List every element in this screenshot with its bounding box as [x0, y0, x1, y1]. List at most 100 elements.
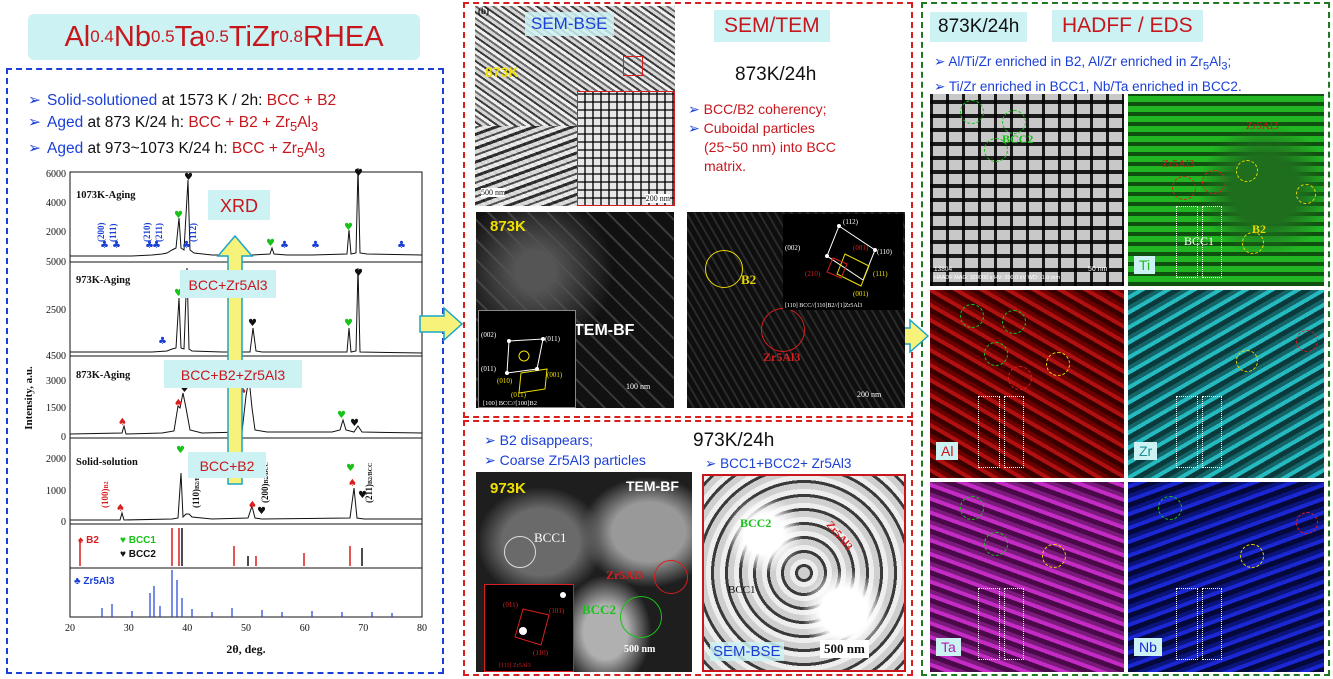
saed-873-right-pattern: (112) (002) (110) (001) (210) (111) (001…	[785, 218, 893, 309]
tem-873k-label: 873K	[490, 218, 526, 235]
sem-tem-bullets: ➢ BCC/B2 coherency; ➢ Cuboidal particles…	[688, 100, 908, 176]
saed3-101: (101)	[549, 607, 565, 615]
zr-973-circle	[654, 560, 688, 594]
tem-scale-100: 100 nm	[626, 382, 651, 391]
bullet-solid-solution: ➢ Solid-solutioned at 1573 K / 2h: BCC + …	[28, 92, 337, 109]
xtick-30: 30	[124, 623, 134, 634]
marker-bcc2-1073: ♥	[184, 172, 193, 183]
tem-bf-973-label: TEM-BF	[626, 478, 679, 494]
ti-b2-label: B2	[1252, 222, 1267, 236]
sem-bullet-1: ➢ BCC/B2 coherency;	[688, 101, 827, 117]
marker-zr-1: ♣	[100, 240, 109, 251]
saed2-caption: [110] BCC//[110]B2//[1]Zr5Al3	[785, 303, 862, 309]
bullet-aged-973: ➢ Aged at 973~1073 K/24 h: BCC + Zr5Al3	[28, 140, 326, 161]
pattern-solid-solution	[70, 472, 422, 521]
pattern-873k	[69, 377, 423, 435]
b2-circle	[705, 250, 743, 288]
sem-tem-panel-873	[463, 2, 913, 418]
xrd-panel	[6, 68, 444, 674]
hadff-bullets: ➢ Al/Ti/Zr enriched in B2, Al/Zr enriche…	[934, 52, 1242, 97]
al-circle-5	[1008, 366, 1032, 390]
al-circle-1	[960, 304, 984, 328]
nb-box-1	[1176, 588, 1198, 660]
ti-circle-4	[1296, 184, 1316, 204]
zr-circle-1	[1236, 350, 1258, 372]
tem-zr-973-label: Zr5Al3	[606, 568, 644, 582]
ytick-0b: 0	[61, 517, 66, 528]
saed-873-inset: (002) (011) (011) (010) (001) (011) [100…	[478, 310, 576, 408]
nb-circle-3	[1296, 512, 1318, 534]
saed2-002: (002)	[785, 244, 801, 252]
nb-box-2	[1202, 588, 1222, 660]
hadff-bullet-2: ➢ Ti/Zr enriched in BCC1, Nb/Ta enriched…	[934, 78, 1242, 94]
marker-bcc1-1073b: ♥	[266, 238, 275, 249]
marker-zr-973: ♣	[158, 336, 167, 347]
saed2-001r: (001)	[853, 244, 869, 252]
sem-bse-873-image: (b) 873K 500 nm 200 nm	[475, 6, 675, 206]
saed1-002: (002)	[481, 331, 497, 339]
title-ta: Ta	[174, 20, 206, 53]
tem-bf-973-image: 973K TEM-BF BCC1 Zr5Al3 BCC2 500 nm (011…	[476, 472, 692, 672]
title-rhea: RHEA	[302, 20, 384, 53]
title-sub-ta: 0.5	[205, 27, 229, 46]
saed-973-inset: (011) (101) (110) [111] Zr5Al3	[484, 584, 574, 672]
haadf-circle-1	[960, 100, 984, 124]
al-circle-3	[984, 342, 1008, 366]
label-973k: 973K-Aging	[76, 275, 131, 286]
marker-bcc2-973b: ♥	[248, 318, 257, 329]
ta-box-2	[1004, 588, 1024, 660]
marker-b2-ss3: ♠	[348, 478, 357, 489]
marker-zr-5: ♣	[182, 240, 191, 251]
legend-bcc1: ♥ BCC1	[120, 535, 156, 546]
haadf-info: HAADF MAG: 320000 x HV: 300.0 kV WD: -1.…	[934, 275, 1061, 281]
sem-bse-973-label: SEM-BSE	[710, 642, 784, 661]
haadf-circle-3	[984, 138, 1008, 162]
label-1073k: 1073K-Aging	[76, 190, 136, 201]
xtick-20: 20	[65, 623, 75, 634]
nb-circle-2	[1240, 544, 1264, 568]
marker-zr-7: ♣	[311, 240, 320, 251]
ti-zr-label-1: Zr5Al3	[1246, 120, 1279, 132]
ytick-4500: 4500	[46, 351, 66, 362]
haadf-id: 13804	[934, 266, 953, 273]
al-box-1	[978, 396, 1000, 468]
saed1-011c: (011)	[511, 391, 527, 399]
bullet-aged-873: ➢ Aged at 873 K/24 h: BCC + B2 + Zr5Al3	[28, 114, 319, 135]
sem-zr-label: Zr5Al3	[823, 519, 855, 553]
saed-873-right-inset: (112) (002) (110) (001) (210) (111) (001…	[783, 214, 903, 310]
ytick-0a: 0	[61, 432, 66, 443]
sem-bullet-2b: (25~50 nm) into BCC	[704, 139, 836, 155]
ti-circle-2	[1202, 170, 1226, 194]
eds-map-al: Al	[930, 290, 1124, 478]
tem-zr-label: Zr5Al3	[763, 350, 801, 364]
title-tizr: TiZr	[228, 20, 280, 53]
label-solid-solution: Solid-solution	[76, 457, 138, 468]
sem-bse-label: SEM-BSE	[525, 12, 614, 36]
eds-map-ta: Ta	[930, 482, 1124, 672]
marker-bcc2-873: ♥	[180, 384, 189, 395]
nb-circle-1	[1158, 496, 1182, 520]
t973-cond: 973K/24h	[693, 430, 775, 451]
t973-right-bullet: ➢ BCC1+BCC2+ Zr5Al3	[705, 456, 852, 471]
legend-b2: ♠ B2	[78, 535, 99, 546]
hkl-111: (111)	[108, 223, 118, 242]
marker-bcc2-ss: ♥	[257, 506, 266, 517]
ytick-2500: 2500	[46, 305, 66, 316]
xtick-80: 80	[417, 623, 427, 634]
marker-b2-ss2: ♠	[248, 500, 257, 511]
marker-zr-6: ♣	[280, 240, 289, 251]
sem-873k-label: 873K	[485, 64, 519, 80]
hkl-210: (210)	[142, 223, 152, 243]
saed3-110: (110)	[533, 649, 549, 657]
ti-circle-1	[1172, 176, 1196, 200]
saed2-110: (110)	[877, 248, 893, 256]
saed1-caption: [100] BCC//[100]B2	[483, 400, 537, 407]
haadf-circle-2	[1002, 110, 1026, 134]
hadff-cond: 873K/24h	[930, 12, 1028, 42]
legend-bcc2: ♥ BCC2	[120, 549, 156, 560]
sem-bcc2-label: BCC2	[740, 516, 772, 530]
ti-bcc1-label: BCC1	[1184, 234, 1215, 248]
xrd-title: XRD	[220, 196, 258, 216]
saed1-001: (001)	[547, 371, 563, 379]
marker-zr-2: ♣	[112, 240, 121, 251]
